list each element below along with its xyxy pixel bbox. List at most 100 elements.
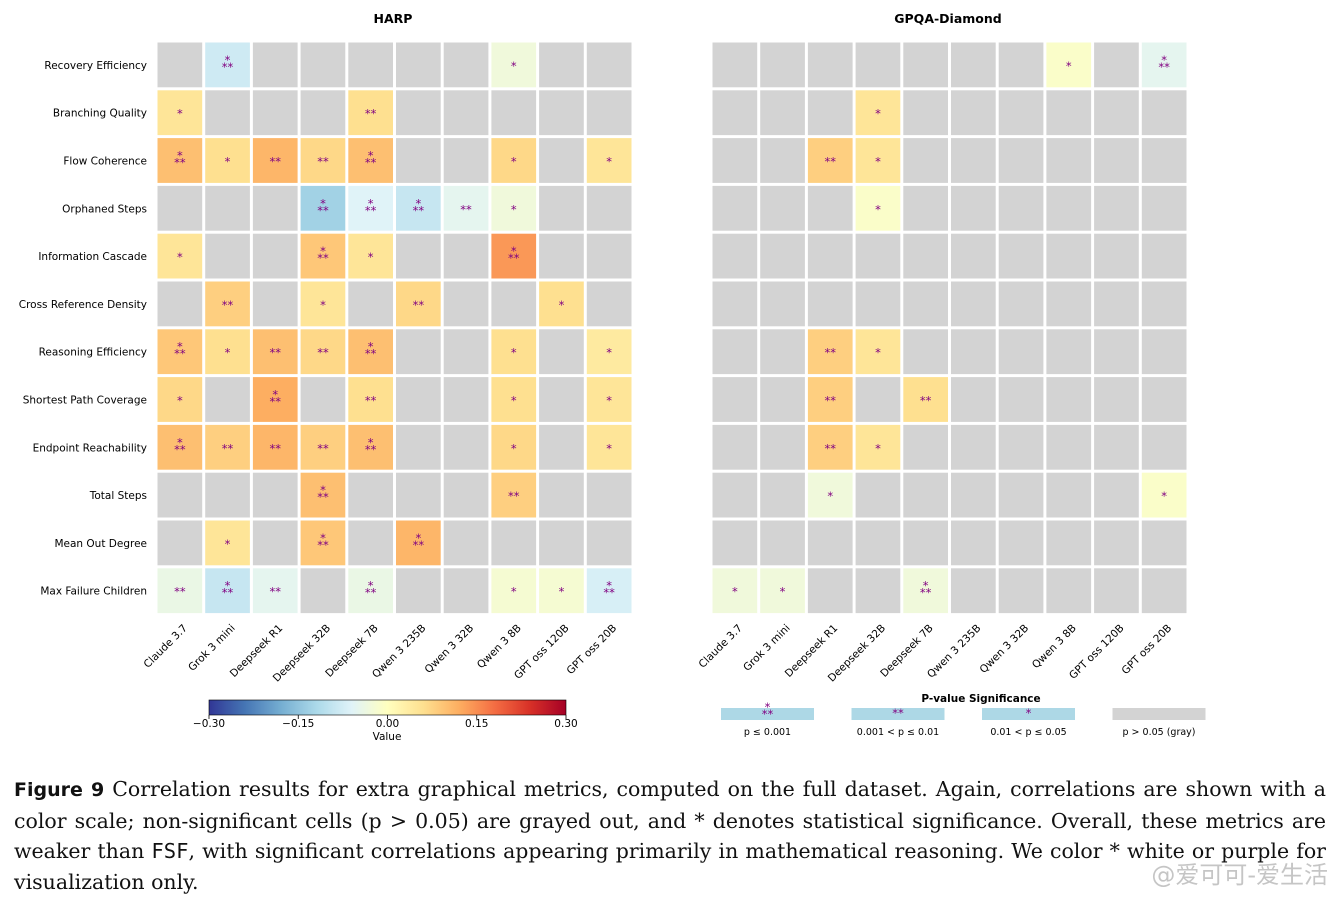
significance-stars: ** bbox=[825, 155, 837, 169]
row-label: Recovery Efficiency bbox=[44, 60, 147, 72]
column-label: GPT oss 20B bbox=[1119, 622, 1174, 677]
heatmap-cell bbox=[491, 377, 537, 422]
heatmap-cell bbox=[855, 568, 901, 614]
heatmap-cell bbox=[855, 377, 901, 422]
heatmap-cell bbox=[712, 233, 758, 279]
heatmap-cell bbox=[443, 568, 489, 614]
heatmap-cell bbox=[348, 472, 393, 518]
heatmap-cell bbox=[855, 329, 901, 375]
colorbar-tick-label: 0.30 bbox=[554, 718, 577, 730]
heatmap-cell bbox=[807, 42, 853, 88]
significance-stars: ** bbox=[920, 394, 932, 408]
heatmap-cell bbox=[157, 520, 203, 566]
colorbar-tick-label: −0.30 bbox=[193, 718, 225, 730]
legend-swatch bbox=[982, 708, 1075, 720]
heatmap-cell bbox=[1046, 568, 1092, 614]
significance-stars: ** bbox=[365, 442, 377, 456]
significance-stars: * bbox=[511, 244, 517, 258]
significance-stars: ** bbox=[270, 395, 282, 409]
heatmap-cell bbox=[760, 329, 805, 375]
heatmap-cell bbox=[1141, 90, 1187, 136]
significance-stars: ** bbox=[174, 585, 186, 599]
heatmap-cell bbox=[157, 377, 203, 422]
significance-stars: ** bbox=[270, 155, 282, 169]
heatmap-cell bbox=[807, 424, 853, 470]
heatmap-cell bbox=[903, 138, 948, 183]
row-label: Total Steps bbox=[89, 490, 147, 502]
heatmap-cell bbox=[712, 520, 758, 566]
heatmap-cell bbox=[491, 185, 537, 231]
heatmap-cell bbox=[586, 233, 632, 279]
significance-stars: * bbox=[511, 346, 517, 360]
row-label: Shortest Path Coverage bbox=[23, 395, 147, 407]
heatmap-cell bbox=[855, 281, 901, 327]
heatmap-cell bbox=[1046, 138, 1092, 183]
heatmap-cell bbox=[586, 568, 632, 614]
significance-stars: ** bbox=[222, 586, 234, 600]
column-label: Grok 3 mini bbox=[186, 622, 237, 673]
heatmap-cell bbox=[205, 185, 250, 231]
caption-text-1: Correlation results for extra graphical … bbox=[14, 777, 1327, 863]
heatmap-cell bbox=[586, 138, 632, 183]
heatmap-cell bbox=[252, 42, 298, 88]
heatmap-cell bbox=[903, 568, 948, 614]
heatmap-cell bbox=[1046, 377, 1092, 422]
row-label: Mean Out Degree bbox=[54, 538, 147, 550]
heatmap-cell bbox=[903, 233, 948, 279]
heatmap-cell bbox=[252, 233, 298, 279]
significance-stars: ** bbox=[825, 394, 837, 408]
column-label: Qwen 3 8B bbox=[1030, 622, 1079, 671]
heatmap-cell bbox=[1141, 281, 1187, 327]
significance-stars: * bbox=[875, 155, 881, 169]
heatmap-cell bbox=[157, 281, 203, 327]
heatmap-cell bbox=[903, 329, 948, 375]
significance-legend-title: P-value Significance bbox=[921, 693, 1040, 705]
heatmap-cell bbox=[1046, 185, 1092, 231]
heatmap-cell bbox=[855, 138, 901, 183]
significance-stars: * bbox=[827, 489, 833, 503]
heatmap-cell bbox=[1141, 42, 1187, 88]
heatmap-cell bbox=[539, 377, 584, 422]
heatmap-cell bbox=[252, 568, 298, 614]
heatmap-cell bbox=[205, 281, 250, 327]
significance-stars: * bbox=[606, 155, 612, 169]
heatmap-cell bbox=[903, 520, 948, 566]
heatmap-cell bbox=[760, 90, 805, 136]
heatmap-cell bbox=[348, 138, 393, 183]
heatmap-cell bbox=[586, 329, 632, 375]
heatmap-cell bbox=[998, 185, 1044, 231]
heatmap-cell bbox=[1141, 424, 1187, 470]
significance-stars: ** bbox=[270, 346, 282, 360]
significance-stars: * bbox=[368, 149, 374, 163]
heatmap-cell bbox=[586, 90, 632, 136]
heatmap-cell bbox=[396, 233, 441, 279]
heatmap-cell bbox=[760, 472, 805, 518]
heatmap-cell bbox=[443, 185, 489, 231]
heatmap-cell bbox=[760, 42, 805, 88]
heatmap-cell bbox=[396, 185, 441, 231]
significance-stars: * bbox=[368, 435, 374, 449]
heatmap-cell bbox=[443, 281, 489, 327]
significance-stars: * bbox=[559, 585, 565, 599]
heatmap-cell bbox=[1046, 520, 1092, 566]
heatmap-cell bbox=[951, 185, 996, 231]
heatmap-cell bbox=[855, 42, 901, 88]
significance-stars: ** bbox=[174, 156, 186, 170]
significance-stars: * bbox=[606, 579, 612, 593]
legend-swatch bbox=[1112, 708, 1206, 720]
heatmap-cell bbox=[586, 185, 632, 231]
heatmap-cell bbox=[807, 185, 853, 231]
significance-stars: * bbox=[177, 435, 183, 449]
significance-stars: ** bbox=[365, 156, 377, 170]
heatmap-cell bbox=[807, 329, 853, 375]
heatmap-cell bbox=[586, 472, 632, 518]
heatmap-cell bbox=[951, 424, 996, 470]
significance-stars: ** bbox=[508, 489, 520, 503]
heatmap-cell bbox=[539, 568, 584, 614]
gpqa-title: GPQA-Diamond bbox=[894, 11, 1001, 26]
colorbar-gradient bbox=[208, 699, 567, 716]
heatmap-cell bbox=[396, 90, 441, 136]
gpqa-heatmap: * ****** **** *** **** ** ** * ***Claude 3.7Grok… bbox=[697, 42, 1187, 684]
legend-item-label: p ≤ 0.001 bbox=[744, 727, 791, 738]
significance-stars: ** bbox=[317, 251, 329, 265]
